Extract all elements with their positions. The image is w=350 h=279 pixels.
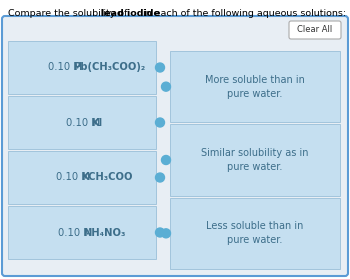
FancyBboxPatch shape [170,198,340,269]
Circle shape [161,155,170,165]
FancyBboxPatch shape [2,16,348,276]
Circle shape [161,229,170,238]
FancyBboxPatch shape [8,41,156,94]
Text: Compare the solubility of: Compare the solubility of [8,9,131,18]
Text: lead iodide: lead iodide [101,9,160,18]
Text: 0.10 M: 0.10 M [48,62,85,73]
Circle shape [155,173,164,182]
FancyBboxPatch shape [170,124,340,196]
Text: 0.10 M: 0.10 M [56,172,93,182]
Text: Pb(CH₃COO)₂: Pb(CH₃COO)₂ [74,62,146,73]
FancyBboxPatch shape [289,21,341,39]
Circle shape [155,63,164,72]
Text: KI: KI [91,117,102,128]
Text: in each of the following aqueous solutions:: in each of the following aqueous solutio… [140,9,346,18]
FancyBboxPatch shape [170,51,340,122]
Text: More soluble than in
pure water.: More soluble than in pure water. [205,75,305,99]
Circle shape [161,82,170,91]
Text: Clear All: Clear All [298,25,332,35]
FancyBboxPatch shape [8,96,156,149]
FancyBboxPatch shape [8,206,156,259]
Text: Similar solubility as in
pure water.: Similar solubility as in pure water. [201,148,309,172]
Text: NH₄NO₃: NH₄NO₃ [83,227,125,237]
Text: 0.10 M: 0.10 M [58,227,95,237]
Text: KCH₃COO: KCH₃COO [81,172,133,182]
Text: 0.10 M: 0.10 M [65,117,103,128]
Circle shape [155,118,164,127]
Circle shape [155,228,164,237]
Text: Less soluble than in
pure water.: Less soluble than in pure water. [206,221,304,245]
FancyBboxPatch shape [8,151,156,204]
